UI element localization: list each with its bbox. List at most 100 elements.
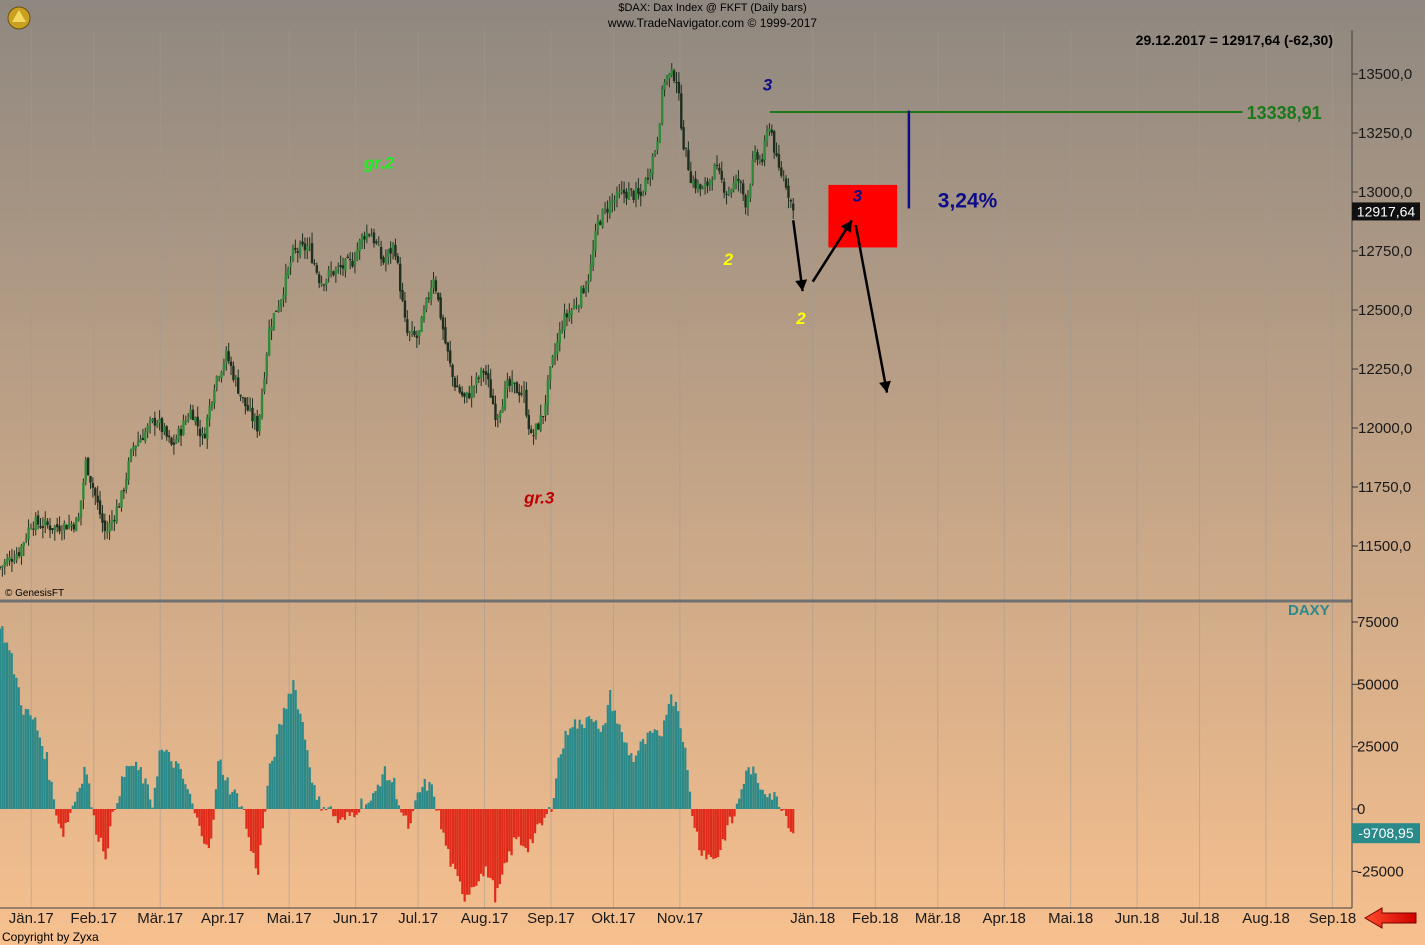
candle-body [265, 354, 268, 377]
daxy-bar-positive [674, 701, 677, 809]
x-tick-label: Feb.17 [70, 910, 117, 927]
daxy-bar-positive [299, 713, 302, 809]
candle-body [665, 76, 669, 82]
daxy-bar-positive [167, 751, 171, 809]
candle-body [163, 426, 166, 432]
x-tick-label: Jän.17 [9, 910, 54, 927]
daxy-bar-positive [606, 704, 609, 809]
candle-body [382, 257, 385, 263]
candle-body [422, 310, 426, 320]
candle-body [113, 520, 116, 522]
daxy-bar-negative [494, 809, 497, 903]
daxy-bar-negative [353, 809, 356, 818]
candle-body [615, 191, 619, 200]
candle-body [449, 350, 452, 364]
candle-body [353, 260, 357, 265]
daxy-panel [0, 626, 795, 903]
candle-body [177, 428, 180, 440]
candle-body [584, 286, 588, 292]
candle-body [136, 441, 140, 446]
daxy-bar-positive [625, 742, 628, 809]
candle-body [563, 313, 566, 331]
scroll-right-arrow-icon[interactable] [1364, 907, 1417, 929]
daxy-bar-negative [113, 809, 117, 811]
daxy-bar-positive [160, 749, 164, 809]
candle-body [270, 326, 273, 331]
daxy-bar-positive [653, 729, 656, 809]
daxy-bar-negative [264, 809, 267, 812]
candle-body [313, 263, 316, 265]
candle-body [570, 309, 573, 316]
y-tick-label: 0 [1357, 801, 1365, 818]
daxy-bar-positive [142, 783, 145, 809]
candle-body [518, 391, 521, 396]
daxy-bar-negative [440, 809, 443, 830]
candle-body [658, 123, 662, 143]
candle-body [446, 342, 450, 352]
daxy-bar-negative [95, 809, 98, 835]
daxy-bar-negative [339, 809, 342, 820]
candle-body [206, 417, 209, 439]
candle-body [510, 380, 514, 387]
candle-body [225, 350, 228, 363]
daxy-bar-positive [555, 778, 558, 809]
candle-body [29, 528, 33, 530]
projection-arrow [811, 219, 853, 283]
candle-body [377, 245, 380, 247]
candle-body [120, 490, 123, 508]
candle-body [415, 335, 419, 338]
daxy-bar-positive [688, 791, 692, 809]
candle-body [749, 184, 752, 198]
candle-body [172, 442, 176, 445]
candle-body [275, 310, 278, 312]
candle-body [79, 500, 83, 518]
daxy-bar-positive [630, 753, 633, 809]
daxy-bar-positive [125, 765, 128, 809]
candle-body [289, 262, 292, 267]
daxy-bar-negative [198, 809, 201, 826]
daxy-bar-negative [66, 809, 70, 822]
daxy-bar-positive [599, 731, 602, 809]
candle-body [184, 420, 188, 422]
daxy-bar-positive [426, 790, 429, 809]
daxy-bar-positive [632, 761, 635, 809]
x-tick-label: Jul.18 [1180, 910, 1220, 927]
candle-body [158, 418, 161, 423]
x-tick-label: Okt.17 [591, 910, 635, 927]
daxy-bar-positive [3, 642, 6, 809]
candle-body [675, 82, 678, 84]
daxy-bar-positive [120, 776, 124, 809]
candle-body [346, 256, 349, 258]
daxy-bar-positive [686, 770, 689, 809]
daxy-bar-positive [754, 773, 757, 809]
candle-body [134, 445, 137, 449]
candle-body [263, 378, 266, 392]
daxy-bar-positive [564, 730, 567, 809]
daxy-bar-positive [548, 807, 551, 809]
candle-body [649, 172, 652, 178]
candle-body [420, 317, 423, 332]
x-tick-label: Apr.17 [201, 910, 244, 927]
daxy-bar-positive [656, 730, 659, 809]
daxy-bar-negative [533, 809, 537, 834]
candle-body [48, 525, 52, 531]
candle-body [427, 297, 430, 299]
daxy-bar-positive [677, 711, 680, 809]
daxy-bar-negative [461, 809, 464, 895]
candle-body [503, 387, 507, 409]
daxy-bar-positive [144, 778, 147, 809]
daxy-bar-negative [55, 809, 58, 816]
candle-body [410, 329, 414, 333]
daxy-bar-positive [778, 806, 781, 809]
candle-body [742, 183, 745, 195]
candle-body [175, 439, 178, 444]
daxy-bar-negative [203, 809, 206, 844]
daxy-bar-negative [728, 809, 731, 817]
x-tick-label: Sep.17 [527, 910, 575, 927]
daxy-bar-negative [726, 809, 729, 826]
candle-body [746, 195, 750, 208]
candle-body [191, 409, 195, 421]
candle-body [94, 488, 97, 496]
daxy-bar-negative [254, 809, 257, 869]
candle-body [761, 159, 764, 163]
